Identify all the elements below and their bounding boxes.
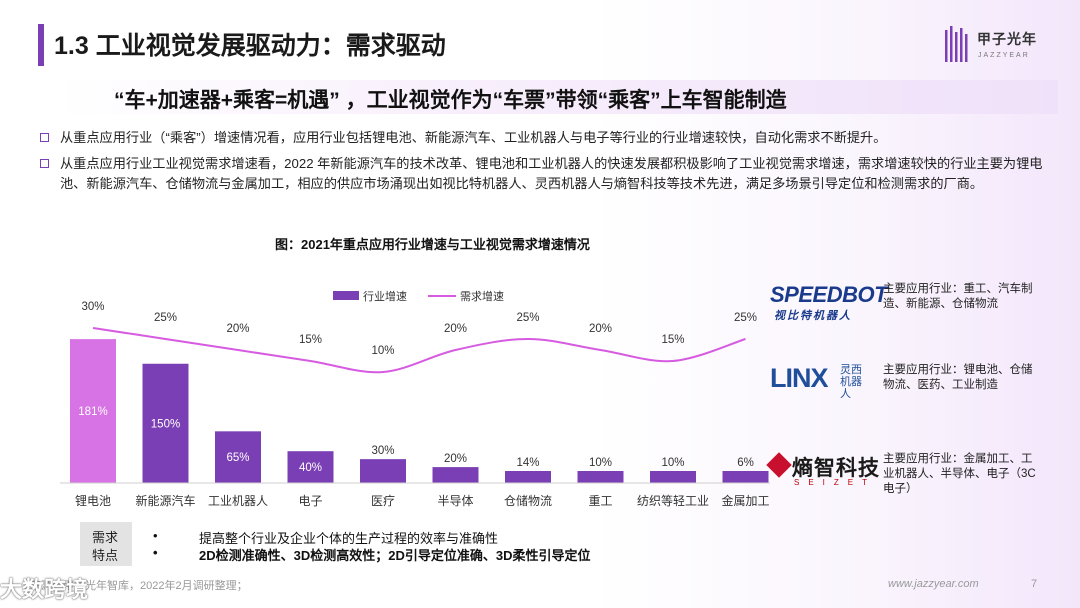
speedbot-logo-cn: 视比特机器人 xyxy=(774,310,852,322)
line-value-label: 20% xyxy=(589,323,612,335)
demand-label-2: 特点 xyxy=(92,548,119,563)
category-label: 工业机器人 xyxy=(208,494,268,508)
demand-text-1: 提高整个行业及企业个体的生产过程的效率与准确性 xyxy=(199,531,499,546)
bar xyxy=(70,339,116,483)
line-value-label: 15% xyxy=(299,334,322,346)
brand-logo: 甲子光年 JAZZYEAR xyxy=(944,24,1054,70)
bar xyxy=(722,471,769,483)
bar xyxy=(215,431,261,483)
bullet-2: 从重点应用行业工业视觉需求增速看，2022 年新能源汽车的技术改革、锂电池和工业… xyxy=(40,154,1060,216)
footer-source: 来源：甲子光年智库，2022年2月调研整理； xyxy=(30,580,248,592)
title-accent-bar xyxy=(38,24,44,66)
line-value-label: 25% xyxy=(734,312,757,324)
bar-value-label: 150% xyxy=(151,418,180,430)
demand-text-2: 2D检测准确性、3D检测高效性；2D引导定位准确、3D柔性引导定位 xyxy=(199,548,591,563)
bar-value-label: 40% xyxy=(299,462,322,474)
bar-value-label: 65% xyxy=(226,452,249,464)
bar-value-label: 30% xyxy=(371,445,394,457)
category-label: 仓储物流 xyxy=(504,493,552,508)
bullet-text: 从重点应用行业（“乘客”）增速情况看，应用行业包括锂电池、新能源汽车、工业机器人… xyxy=(60,130,887,145)
line-value-label: 30% xyxy=(81,301,104,313)
bullet-dot: • xyxy=(153,528,158,543)
bar xyxy=(650,471,696,483)
company-desc: 主要应用行业：锂电池、仓储物流、医药、工业制造 xyxy=(883,364,1033,391)
category-label: 电子 xyxy=(298,494,322,508)
bar-value-label: 20% xyxy=(444,453,467,465)
bar xyxy=(142,363,189,483)
growth-chart: 行业增速 需求增速 181% 锂电池 150% 新能源汽车 65% 工业机器人 40% 电子 30%… xyxy=(60,289,770,508)
legend-bar-label: 行业增速 xyxy=(363,289,407,303)
category-label: 纺织等轻工业 xyxy=(637,494,709,508)
bar xyxy=(432,467,479,483)
bar-value-label: 10% xyxy=(589,457,612,469)
bullet-1: 从重点应用行业（“乘客”）增速情况看，应用行业包括锂电池、新能源汽车、工业机器人… xyxy=(40,128,1060,150)
line-value-label: 20% xyxy=(444,323,467,335)
category-label: 重工 xyxy=(588,494,612,508)
footer-url: www.jazzyear.com xyxy=(888,578,979,590)
category-label: 金属加工 xyxy=(721,493,769,508)
category-label: 医疗 xyxy=(371,494,395,508)
square-bullet-icon xyxy=(40,159,49,168)
company-desc: 主要应用行业：重工、汽车制造、新能源、仓储物流 xyxy=(883,283,1033,310)
line-value-label: 10% xyxy=(371,345,394,357)
linx-logo-cn: 灵西机器人 xyxy=(840,364,862,400)
seizet-logo: 熵智科技 xyxy=(792,457,880,480)
bar-value-label: 6% xyxy=(737,457,754,469)
category-label: 半导体 xyxy=(437,494,473,508)
company-desc: 主要应用行业：金属加工、工业机器人、半导体、电子（3C电子） xyxy=(883,453,1036,495)
bullet-text: 从重点应用行业工业视觉需求增速看，2022 年新能源汽车的技术改革、锂电池和工业… xyxy=(60,156,1043,191)
chart-title: 图：2021年重点应用行业增速与工业视觉需求增速情况 xyxy=(275,237,590,252)
headline-band xyxy=(58,80,1058,114)
bar xyxy=(505,471,551,483)
line-value-label: 20% xyxy=(226,323,249,335)
bar-value-label: 10% xyxy=(661,457,684,469)
bar xyxy=(360,459,406,483)
legend-bar-swatch xyxy=(333,291,359,300)
page-number: 7 xyxy=(1031,578,1038,590)
demand-growth-line xyxy=(92,327,746,374)
line-value-label: 25% xyxy=(154,312,177,324)
brand-bars-icon xyxy=(945,26,968,62)
bullet-dot: • xyxy=(153,545,158,560)
category-label: 新能源汽车 xyxy=(135,493,195,508)
linx-logo: LINX xyxy=(770,363,829,393)
line-value-label: 25% xyxy=(516,312,539,324)
brand-sub: JAZZYEAR xyxy=(978,52,1030,59)
bar xyxy=(287,451,334,483)
bar xyxy=(577,471,624,483)
category-label: 锂电池 xyxy=(75,493,111,508)
brand-name: 甲子光年 xyxy=(977,31,1037,47)
speedbot-logo: SPEEDBOT xyxy=(770,282,888,307)
seizet-logo-en: SEIZET xyxy=(794,478,877,487)
legend-line-label: 需求增速 xyxy=(460,289,504,303)
watermark: 大数跨境 xyxy=(0,577,89,602)
bar-value-label: 14% xyxy=(516,457,539,469)
bar-value-label: 181% xyxy=(78,406,107,418)
demand-label-box: 需求 特点 xyxy=(80,522,132,566)
square-bullet-icon xyxy=(40,133,49,142)
headline: “车+加速器+乘客=机遇” ，工业视觉作为“车票”带领“乘客”上车智能制造 xyxy=(114,89,787,112)
page-title: 1.3 工业视觉发展驱动力：需求驱动 xyxy=(54,32,446,60)
demand-label-1: 需求 xyxy=(92,530,119,545)
line-value-label: 15% xyxy=(661,334,684,346)
